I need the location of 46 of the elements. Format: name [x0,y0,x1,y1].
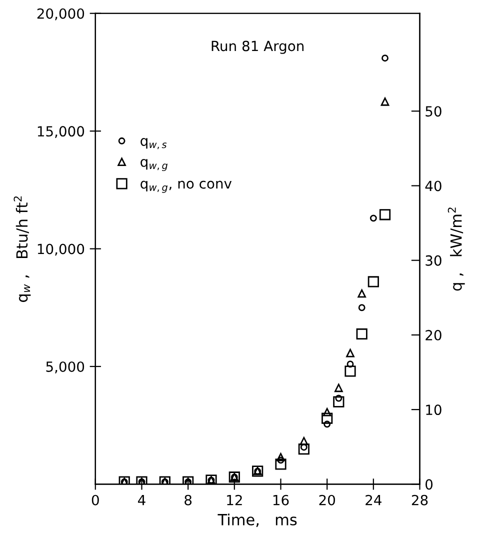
y2-tick-label: 0 [426,479,433,490]
y2-tick-label: 50 [426,106,442,117]
point [358,304,366,312]
y-tick-label: 15,000 [38,126,84,138]
point [276,452,285,462]
x-tick-label: 4 [138,495,146,506]
point [382,54,388,62]
point [333,396,344,408]
point [346,348,354,358]
x-tick-label: 16 [273,494,289,506]
legend-label: q$_{w,g}$ [140,158,168,172]
point [358,289,366,298]
point [300,436,308,446]
y-tick-label: 10,000 [38,244,84,256]
y2-tick-label: 20 [426,330,442,340]
point [277,456,284,464]
point [322,412,333,424]
point [346,360,354,368]
x-tick-label: 20 [319,494,335,506]
point [334,384,343,392]
point [324,420,331,428]
legend-label: q$_{w,g}$, no conv [140,180,232,193]
x-tick-label: 24 [366,494,382,506]
y2-tick-label: 40 [425,180,442,192]
point [379,209,391,220]
y2-tick-label: 30 [426,255,442,266]
point [322,408,332,416]
y-tick-label: 20,000 [37,8,84,20]
point [356,328,368,340]
y-tick-label: 5,000 [46,361,84,374]
y2-tick-label: 10 [426,404,442,416]
x-tick-label: 8 [184,494,192,506]
point [275,458,286,470]
x-tick-label: 12 [227,494,242,506]
point [368,276,379,288]
point [380,97,390,106]
x-tick-label: 28 [412,494,428,506]
legend-label: q$_{w,s}$ [140,138,167,150]
x-axis-title: Time, ms [218,514,297,527]
y2-axis-title: q , kW/m$^{2}$ [448,208,465,291]
annotation: Run 81 Argon [212,40,304,54]
point [298,444,310,455]
y-axis-title: q$_{w}$ , Btu/h ft$^{2}$ [14,196,31,302]
x-tick-label: 0 [92,494,99,506]
point [370,214,377,222]
point [344,366,356,377]
